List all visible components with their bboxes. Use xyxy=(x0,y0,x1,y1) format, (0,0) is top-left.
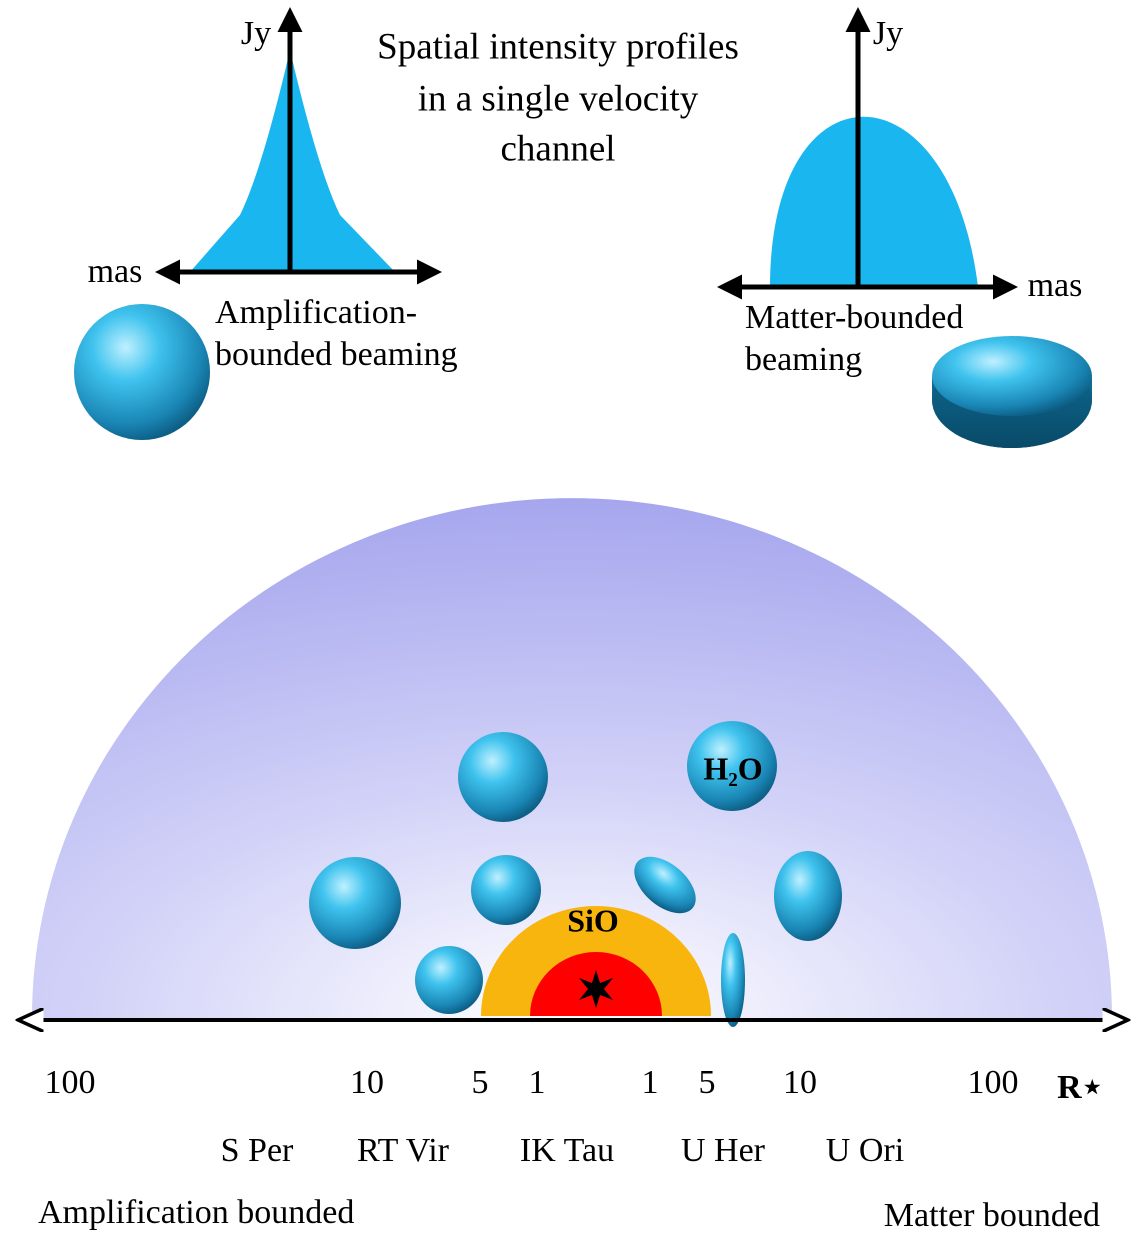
sphere-cloud xyxy=(687,721,777,811)
envelope xyxy=(32,498,1112,1018)
sphere-cloud xyxy=(74,304,210,440)
title-line: Spatial intensity profiles xyxy=(377,26,739,67)
star-label: RT Vir xyxy=(357,1132,450,1169)
regime-label: Matter bounded xyxy=(884,1197,1100,1234)
sphere-cloud xyxy=(309,857,401,949)
disk-cloud xyxy=(774,851,842,941)
star-label: U Her xyxy=(681,1132,766,1169)
axis-label: mas xyxy=(88,253,143,290)
axis-label: Jy xyxy=(873,15,903,52)
caption: Matter-bounded xyxy=(745,299,963,336)
radius-label: 100 xyxy=(45,1064,96,1101)
radius-label: 5 xyxy=(472,1064,489,1101)
title-line: channel xyxy=(500,128,615,169)
radius-label: 10 xyxy=(783,1064,817,1101)
axis-label: Jy xyxy=(241,15,271,52)
sphere-cloud xyxy=(415,946,483,1014)
axis-label: mas xyxy=(1028,267,1083,304)
star-label: IK Tau xyxy=(520,1132,614,1169)
star-label: S Per xyxy=(221,1132,294,1169)
disk-cloud xyxy=(721,933,745,1027)
caption: bounded beaming xyxy=(215,336,458,373)
star-labels: S Per RT Vir IK Tau U Her U Ori xyxy=(221,1132,905,1169)
cloud-label: H₂O xyxy=(703,750,762,786)
disk-cloud xyxy=(634,856,696,914)
caption: Amplification- xyxy=(215,294,417,331)
caption: beaming xyxy=(745,341,862,378)
sphere-cloud xyxy=(471,855,541,925)
radius-label: 1 xyxy=(529,1064,546,1101)
radius-label: 5 xyxy=(699,1064,716,1101)
radius-labels: 100 10 5 1 1 5 10 100 xyxy=(45,1064,1019,1101)
disk-cloud xyxy=(932,336,1092,448)
star-label: U Ori xyxy=(826,1132,904,1169)
radius-label: 100 xyxy=(968,1064,1019,1101)
star-symbol xyxy=(579,970,613,1008)
regime-label: Amplification bounded xyxy=(38,1194,354,1231)
radius-label: 1 xyxy=(642,1064,659,1101)
shell-label: SiO xyxy=(567,902,619,938)
radius-label: 10 xyxy=(350,1064,384,1101)
sphere-cloud xyxy=(458,732,548,822)
radius-unit: R⋆ xyxy=(1057,1069,1103,1106)
flat-profile xyxy=(770,116,978,287)
title-line: in a single velocity xyxy=(418,78,699,119)
